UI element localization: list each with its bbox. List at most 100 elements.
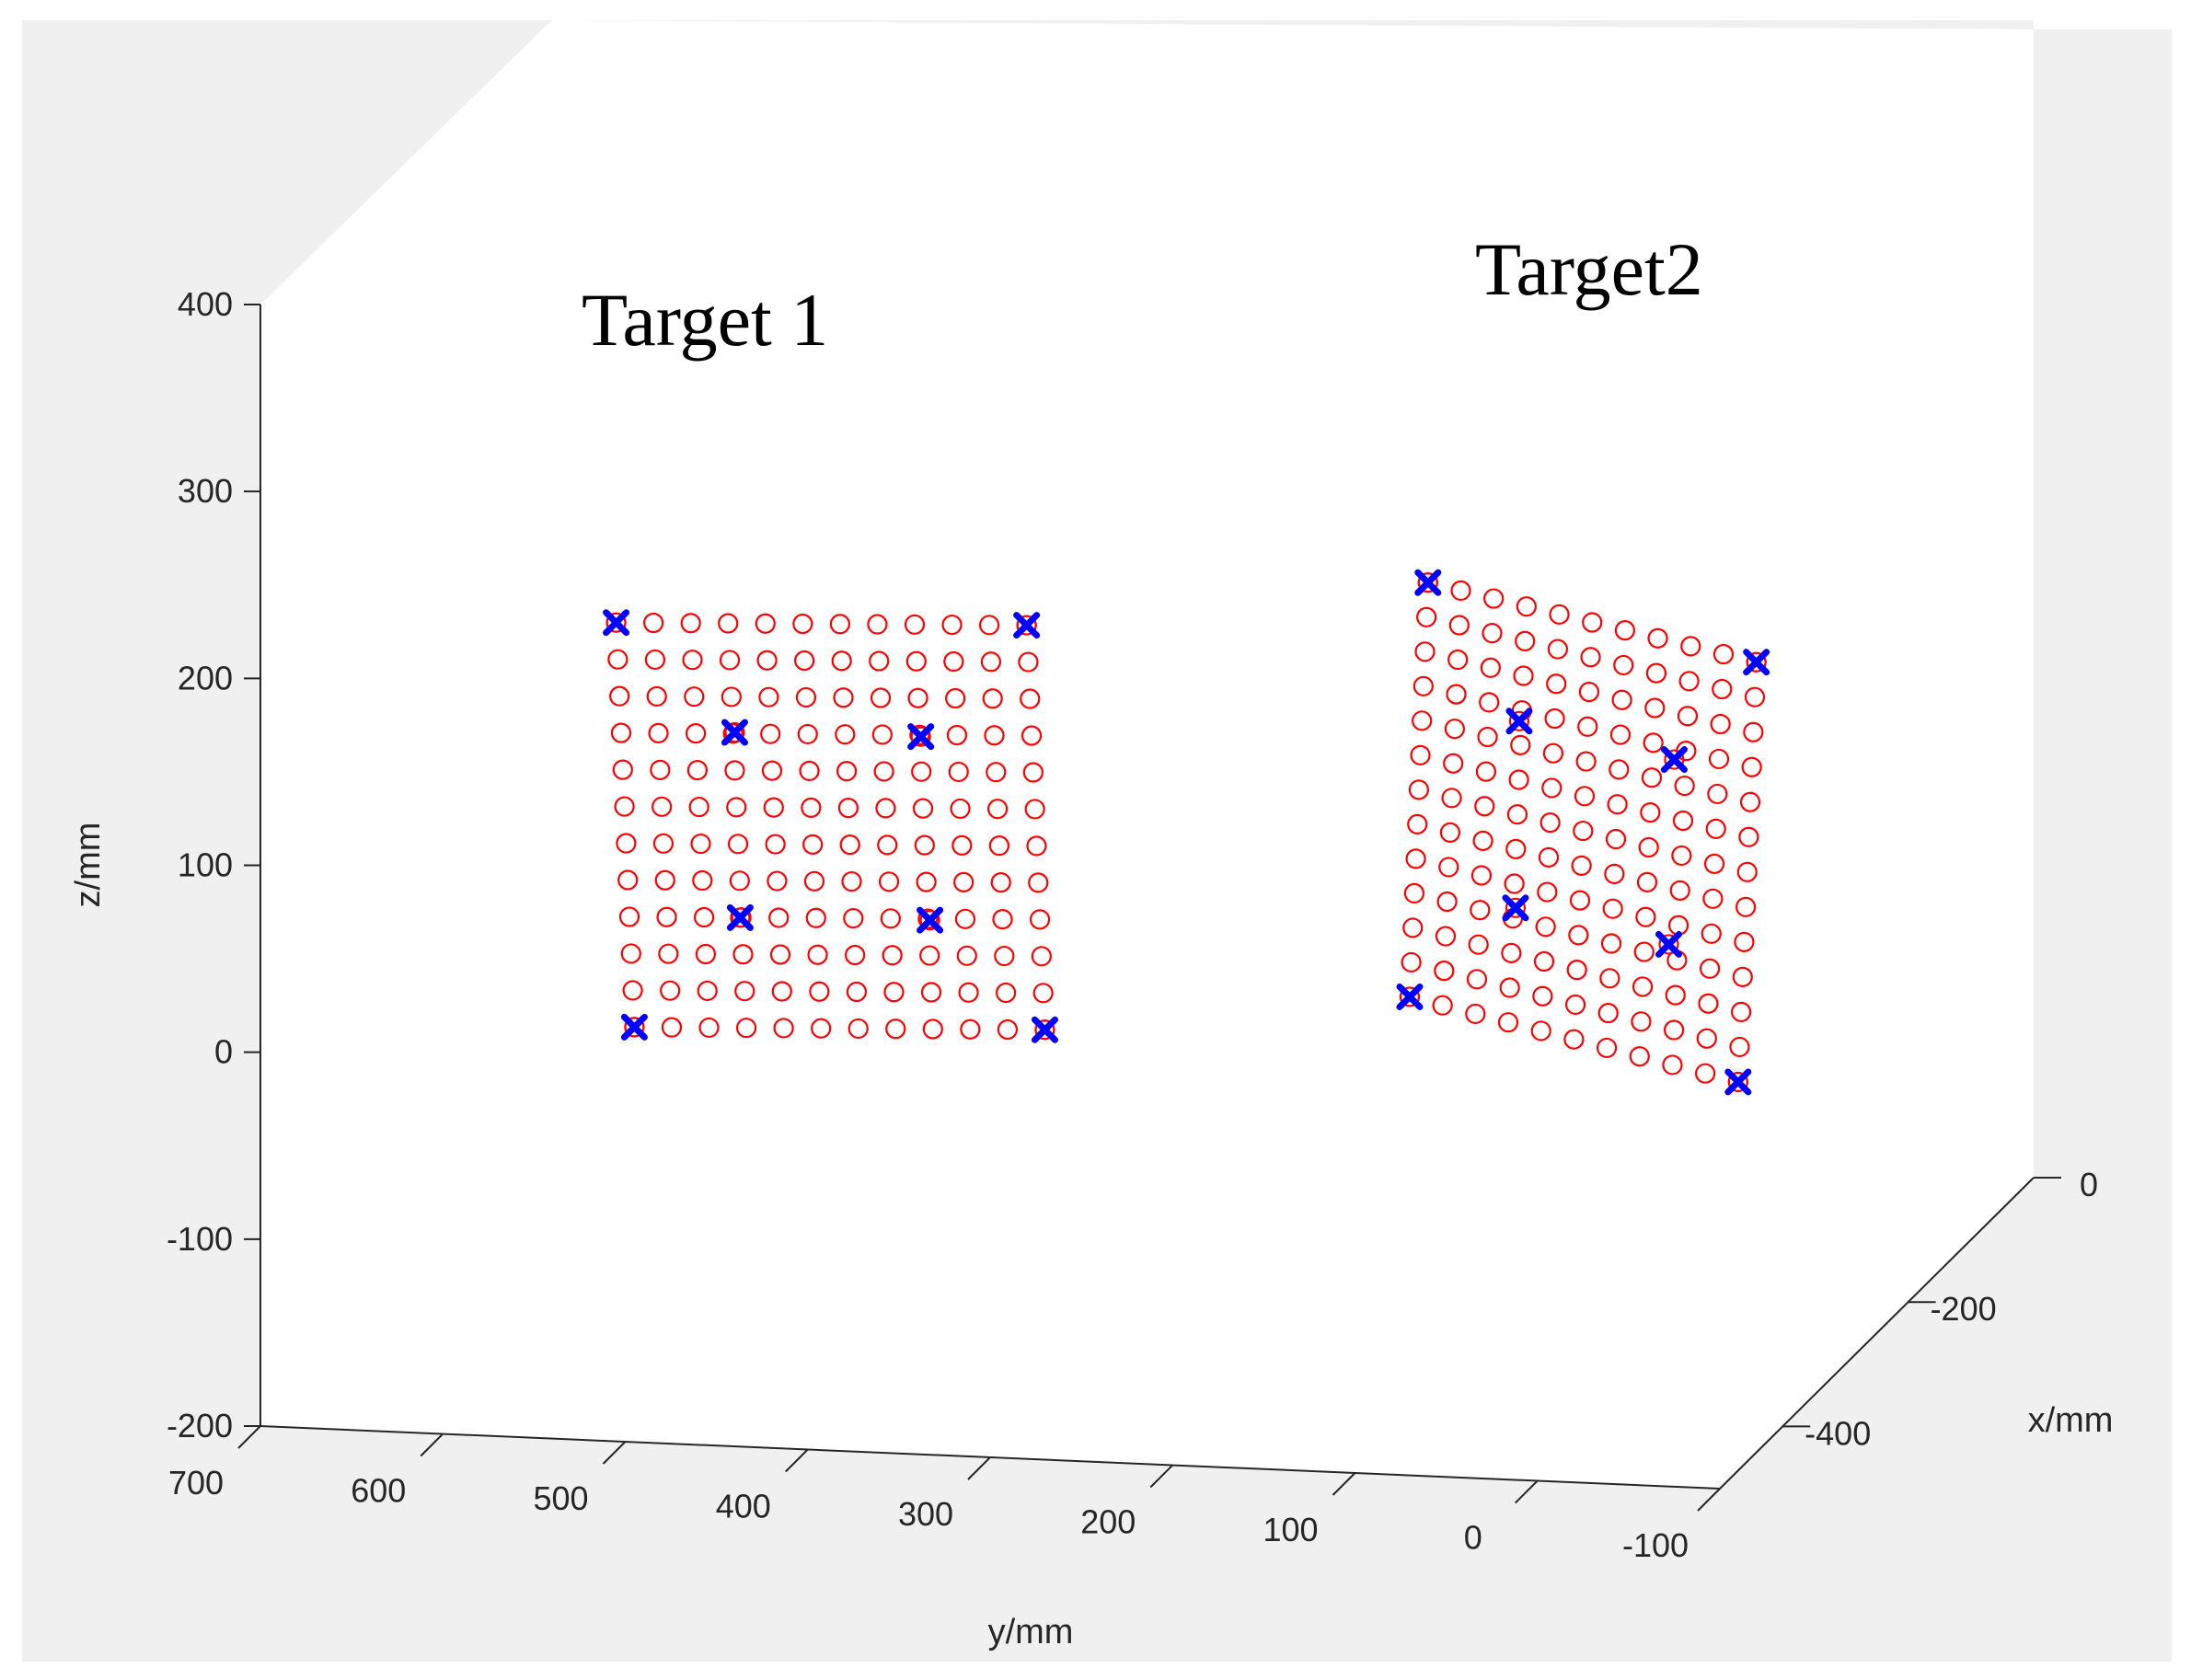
grid-point xyxy=(1613,654,1634,676)
grid-point xyxy=(919,945,940,966)
grid-point xyxy=(607,649,628,670)
grid-point xyxy=(1470,899,1491,921)
grid-point xyxy=(1604,863,1625,884)
grid-point xyxy=(690,833,711,855)
grid-point xyxy=(688,796,709,818)
grid-point xyxy=(1600,933,1622,954)
grid-point xyxy=(1466,969,1488,990)
grid-point xyxy=(1446,684,1467,705)
grid-point xyxy=(1480,657,1501,678)
grid-point xyxy=(1614,620,1636,641)
grid-point xyxy=(1472,830,1493,851)
grid-point xyxy=(845,944,866,966)
y-tick-label: 600 xyxy=(351,1472,406,1510)
marker-ring xyxy=(1508,710,1530,731)
marker-ring xyxy=(1399,986,1421,1007)
grid-point xyxy=(755,613,776,634)
grid-point xyxy=(735,1018,757,1039)
blue-x-marker xyxy=(721,719,748,746)
grid-point xyxy=(831,650,852,672)
grid-point xyxy=(950,798,971,820)
grid-point xyxy=(1497,1012,1519,1033)
grid-point xyxy=(734,981,755,1002)
grid-point xyxy=(761,760,783,781)
grid-point xyxy=(1605,828,1627,850)
x-tick-label: -400 xyxy=(1805,1414,1871,1452)
grid-point xyxy=(1438,857,1459,878)
y-tick xyxy=(1332,1472,1356,1496)
grid-point xyxy=(1609,724,1632,745)
z-tick-label: 400 xyxy=(178,285,233,323)
grid-point xyxy=(951,834,973,856)
x-axis: 0 -200 -400 xyxy=(1719,1166,2098,1490)
grid-point xyxy=(848,1018,869,1040)
marker-ring xyxy=(919,910,940,931)
grid-point xyxy=(922,1018,943,1040)
grid-point xyxy=(644,649,666,671)
axes-panes xyxy=(22,20,2172,1662)
grid-point xyxy=(1629,1046,1650,1067)
grid-point xyxy=(984,725,1005,746)
top-pane xyxy=(552,20,2034,29)
grid-point xyxy=(769,944,791,965)
grid-point xyxy=(1032,983,1054,1004)
blue-x-marker xyxy=(917,906,944,934)
grid-point xyxy=(1018,651,1039,673)
marker-ring xyxy=(1505,897,1527,918)
marker-ring xyxy=(724,721,745,743)
grid-point xyxy=(727,834,749,855)
grid-point xyxy=(911,761,932,782)
y-tick xyxy=(602,1441,627,1465)
marker-ring xyxy=(910,726,931,747)
grid-point xyxy=(620,943,641,964)
grid-point xyxy=(686,760,708,781)
grid-point xyxy=(661,1017,683,1038)
grid-point xyxy=(1031,946,1052,967)
y-tick xyxy=(1149,1464,1173,1489)
blue-x-marker xyxy=(1505,708,1533,735)
grid-point xyxy=(1532,985,1553,1007)
grid-point xyxy=(1635,906,1656,927)
blue-x-marker xyxy=(1660,746,1688,774)
grid-point xyxy=(1432,995,1453,1016)
grid-point xyxy=(1708,748,1730,770)
blue-x-marker xyxy=(907,723,935,751)
grid-point xyxy=(1577,716,1598,737)
grid-point xyxy=(833,687,854,708)
grid-point xyxy=(719,650,741,671)
blue-x-marker xyxy=(1396,983,1424,1010)
grid-point xyxy=(1699,958,1721,979)
y-tick xyxy=(785,1448,809,1473)
grid-point xyxy=(656,906,677,927)
marker-ring xyxy=(624,1017,645,1038)
grid-point xyxy=(954,908,976,929)
grid-point xyxy=(1575,751,1597,772)
grid-point xyxy=(1029,909,1051,930)
grid-point xyxy=(1731,1001,1752,1023)
x-axis-line xyxy=(1719,1177,2035,1490)
grid-point xyxy=(978,615,1000,636)
grid-point xyxy=(1636,871,1658,892)
grid-point xyxy=(1602,898,1623,919)
z-tick-label: -100 xyxy=(167,1220,233,1258)
y-tick-label: 700 xyxy=(168,1464,224,1502)
grid-point xyxy=(1695,1063,1716,1084)
grid-point xyxy=(610,722,632,743)
grid-point xyxy=(1515,630,1536,651)
grid-point xyxy=(1436,891,1458,913)
grid-point xyxy=(1633,941,1655,962)
grid-point xyxy=(654,869,675,891)
x-tick-label: 0 xyxy=(2080,1166,2098,1203)
grid-point xyxy=(1479,692,1500,713)
grid-point xyxy=(732,944,754,965)
y-tick-label: 400 xyxy=(716,1488,771,1525)
grid-point xyxy=(1571,855,1592,876)
grid-point xyxy=(1402,917,1424,938)
marker-ring xyxy=(730,907,751,928)
grid-point xyxy=(1607,794,1628,815)
grid-point xyxy=(1499,977,1520,998)
blue-x-marker xyxy=(620,1013,648,1041)
z-tick-label: 200 xyxy=(178,659,233,696)
grid-point xyxy=(1416,606,1437,627)
grid-point xyxy=(618,906,640,927)
